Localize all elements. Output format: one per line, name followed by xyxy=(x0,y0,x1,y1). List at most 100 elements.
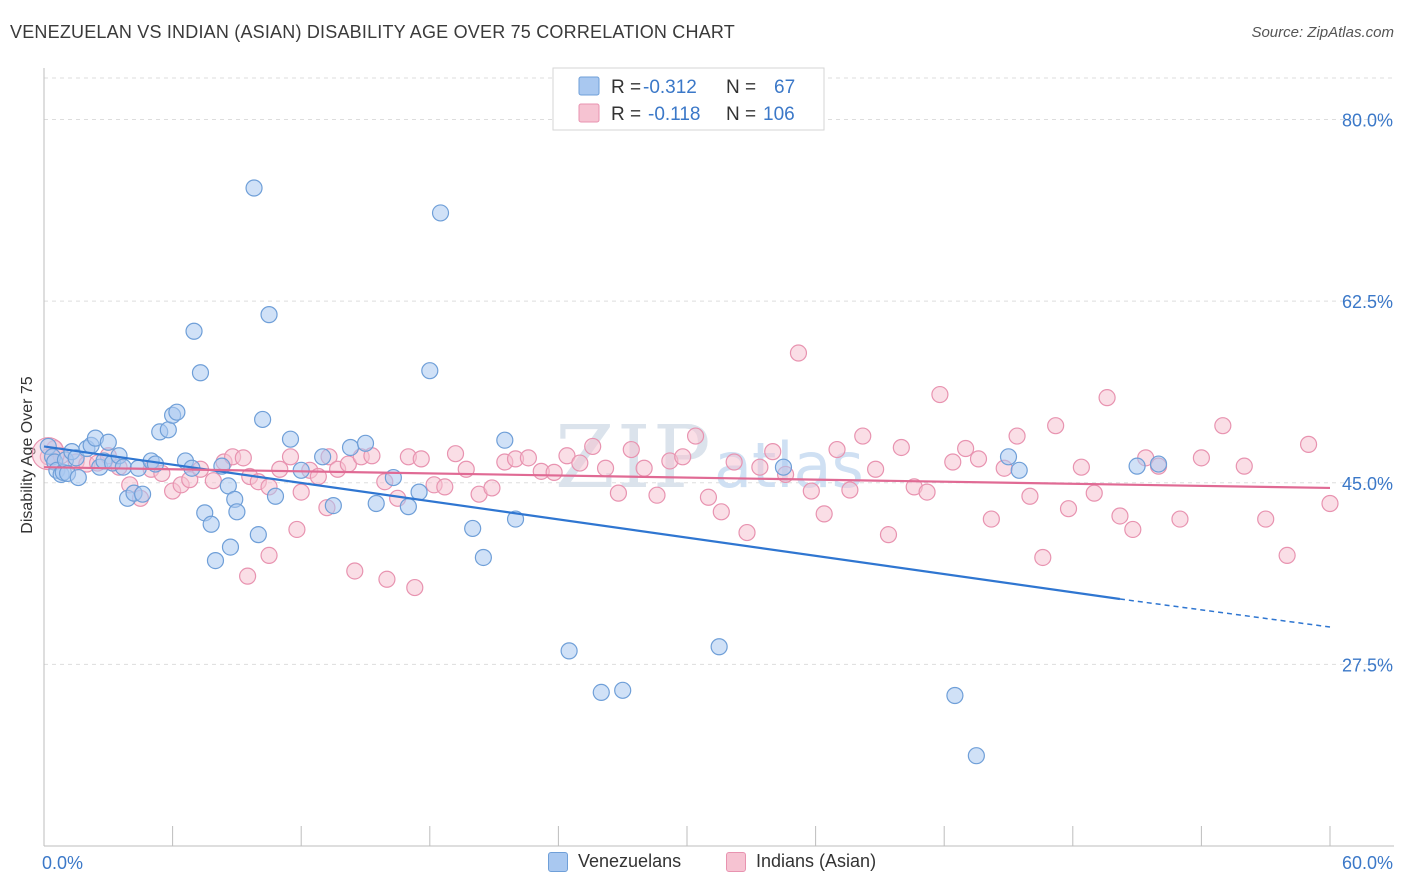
x-tick-label-0: 0.0% xyxy=(42,853,83,873)
venezuelans-point-46 xyxy=(266,487,285,505)
trend-line-venezuelans xyxy=(43,445,1121,601)
legend-n-value-2: 106 xyxy=(763,104,795,125)
venezuelans-point-44 xyxy=(254,410,272,429)
venezuelans-point-52 xyxy=(356,434,375,452)
venezuelans-point-65 xyxy=(614,681,632,699)
venezuelans-point-35 xyxy=(202,515,220,533)
indians-point-38 xyxy=(436,478,454,496)
indians-point-92 xyxy=(1124,520,1142,539)
venezuelans-point-49 xyxy=(314,448,332,466)
indians-point-42 xyxy=(483,479,501,497)
indians-point-24 xyxy=(281,448,300,466)
venezuelans-point-27 xyxy=(159,421,177,439)
indians-point-81 xyxy=(982,510,1000,528)
indians-point-99 xyxy=(1257,510,1275,528)
indians-point-53 xyxy=(622,440,640,459)
indians-point-55 xyxy=(648,486,666,504)
indians-point-19 xyxy=(234,449,252,467)
venezuelans-point-61 xyxy=(496,431,514,449)
legend-item-indians: Indians (Asian) xyxy=(726,851,876,872)
venezuelans-point-19 xyxy=(114,458,132,476)
venezuelans-point-57 xyxy=(421,362,439,380)
indians-point-95 xyxy=(1171,510,1189,528)
indians-point-97 xyxy=(1214,417,1232,435)
indians-point-68 xyxy=(815,505,833,523)
indians-point-49 xyxy=(571,454,589,472)
indians-point-74 xyxy=(892,438,910,457)
indians-point-51 xyxy=(596,459,615,477)
venezuelans-point-62 xyxy=(506,510,525,528)
venezuelans-point-55 xyxy=(399,498,417,516)
indians-point-85 xyxy=(1034,548,1052,567)
indians-point-57 xyxy=(674,448,692,466)
venezuelans-point-64 xyxy=(592,683,610,702)
indians-point-76 xyxy=(918,483,936,501)
venezuelans-point-51 xyxy=(341,438,360,457)
indians-point-91 xyxy=(1111,507,1129,525)
legend-label-indians: Indians (Asian) xyxy=(756,851,877,871)
legend-swatch-venezuelans xyxy=(578,76,600,96)
venezuelans-point-36 xyxy=(206,551,225,570)
venezuelans-point-67 xyxy=(774,458,793,476)
indians-point-70 xyxy=(841,481,859,499)
legend-r-label-1: R = xyxy=(611,77,641,98)
indians-point-72 xyxy=(867,460,885,478)
indians-point-86 xyxy=(1047,417,1065,435)
legend-swatch-indians xyxy=(578,103,600,123)
venezuelans-point-33 xyxy=(191,364,210,382)
venezuelans-point-50 xyxy=(324,496,342,515)
indians-point-25 xyxy=(292,483,310,501)
venezuelans-point-59 xyxy=(464,519,482,538)
indians-point-104 xyxy=(260,546,278,565)
indians-point-84 xyxy=(1021,487,1039,505)
legend-r-value-2: -0.118 xyxy=(648,104,700,125)
indians-point-64 xyxy=(764,443,782,461)
indians-point-98 xyxy=(1235,457,1253,475)
legend-top: R = -0.312 N = 67 R = -0.118 N = 106 xyxy=(552,67,825,131)
indians-point-60 xyxy=(712,503,730,521)
legend-label-venezuelans: Venezuelans xyxy=(578,851,682,871)
venezuelans-point-23 xyxy=(133,485,152,503)
trend-lines xyxy=(43,445,1331,628)
x-tick-label-1: 60.0% xyxy=(1342,853,1393,873)
indians-point-16 xyxy=(204,472,222,490)
venezuelans-point-66 xyxy=(710,638,728,656)
venezuelans-point-43 xyxy=(249,526,267,544)
venezuelans-point-29 xyxy=(168,403,186,421)
indians-point-105 xyxy=(288,520,306,539)
chart-title: VENEZUELAN VS INDIAN (ASIAN) DISABILITY … xyxy=(10,22,735,42)
indians-point-59 xyxy=(699,488,718,506)
indians-point-100 xyxy=(1278,546,1296,565)
venezuelans-point-10 xyxy=(69,468,87,487)
indians-point-69 xyxy=(828,440,846,459)
venezuelans-point-56 xyxy=(410,483,428,501)
indians-point-23 xyxy=(271,460,289,478)
indians-point-90 xyxy=(1098,389,1116,407)
legend-r-value-1: -0.312 xyxy=(643,77,697,98)
trend-line-indians xyxy=(43,466,1331,490)
legend-r-label-2: R = xyxy=(611,104,641,125)
tick-labels: 27.5% 45.0% 62.5% 80.0% 0.0% 60.0% xyxy=(42,111,1393,873)
indians-point-101 xyxy=(1299,435,1318,453)
indians-point-77 xyxy=(931,385,949,404)
legend-n-value-1: 67 xyxy=(774,77,795,98)
y-tick-label-1: 45.0% xyxy=(1342,474,1393,494)
indians-point-58 xyxy=(686,427,705,445)
venezuelans-point-16 xyxy=(99,433,117,451)
indians-point-47 xyxy=(545,463,563,481)
venezuelans-point-39 xyxy=(221,538,240,556)
venezuelans-point-41 xyxy=(228,503,246,521)
indians-point-83 xyxy=(1008,427,1026,445)
venezuelans-point-69 xyxy=(967,747,985,765)
indians-point-71 xyxy=(854,427,872,445)
indians-point-80 xyxy=(969,450,988,468)
venezuelans-point-58 xyxy=(431,204,450,222)
venezuelans-point-71 xyxy=(1010,461,1028,479)
indians-point-103 xyxy=(239,567,257,585)
venezuelans-point-73 xyxy=(1149,455,1168,473)
venezuelans-point-72 xyxy=(1128,457,1146,475)
venezuelans-point-63 xyxy=(560,642,578,660)
y-tick-label-2: 62.5% xyxy=(1342,292,1393,312)
indians-point-89 xyxy=(1085,484,1103,502)
